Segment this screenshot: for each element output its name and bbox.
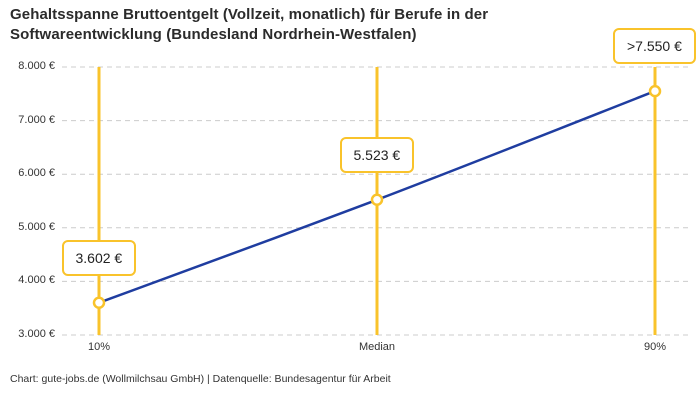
data-point-marker xyxy=(92,296,106,309)
x-tick-label: 90% xyxy=(643,341,667,353)
y-tick-label: 6.000 € xyxy=(18,167,55,180)
data-point-markers xyxy=(92,84,662,309)
x-tick-label: 10% xyxy=(87,341,111,353)
y-tick-label: 8.000 € xyxy=(18,60,55,72)
y-tick-label: 3.000 € xyxy=(18,328,55,340)
data-point-marker xyxy=(648,84,662,98)
y-tick-label: 4.000 € xyxy=(18,274,55,287)
value-label: 3.602 € xyxy=(61,239,137,276)
chart-footer: Chart: gute-jobs.de (Wollmilchsau GmbH) … xyxy=(10,373,391,385)
chart-title: Gehaltsspanne Bruttoentgelt (Vollzeit, m… xyxy=(10,6,489,43)
value-label: 5.523 € xyxy=(339,136,415,173)
y-tick-label: 5.000 € xyxy=(18,220,55,233)
x-tick-label: Median xyxy=(358,341,396,353)
data-point-marker xyxy=(370,193,384,207)
y-tick-label: 7.000 € xyxy=(18,113,55,126)
value-label: >7.550 € xyxy=(613,28,696,65)
